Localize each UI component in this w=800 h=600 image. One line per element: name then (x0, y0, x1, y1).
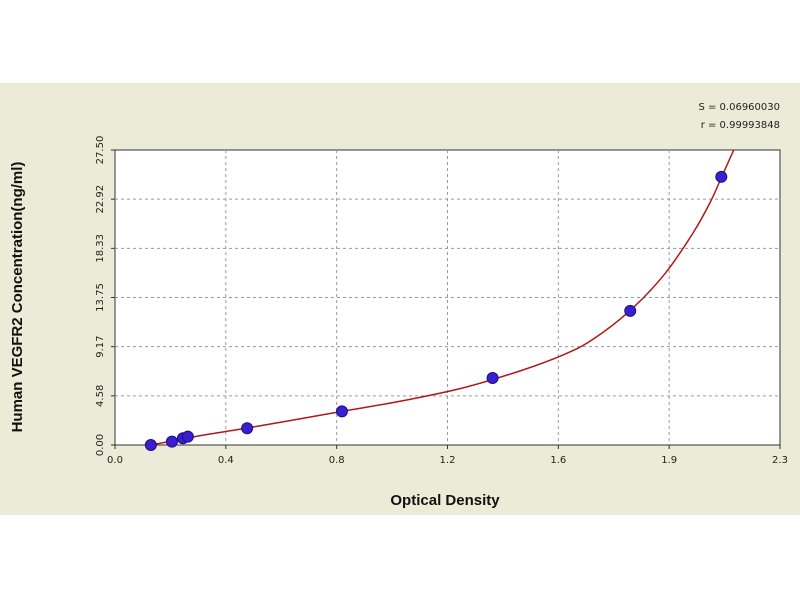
x-tick-label: 1.6 (550, 455, 566, 466)
y-tick-label: 13.75 (95, 283, 106, 312)
y-tick-label: 4.58 (95, 385, 106, 407)
data-point (335, 405, 348, 418)
x-tick-label: 1.9 (661, 455, 677, 466)
data-point (181, 430, 194, 443)
stat-r-value: r = 0.99993848 (701, 120, 780, 131)
x-tick-label: 1.2 (440, 455, 456, 466)
data-point (486, 371, 499, 384)
y-tick-label: 22.92 (95, 185, 106, 214)
x-axis-ticks: 0.0 0.4 0.8 1.2 1.6 1.9 2.3 (107, 445, 788, 466)
y-tick-label: 0.00 (95, 434, 106, 456)
data-point (241, 422, 254, 435)
stat-s-value: S = 0.06960030 (698, 102, 780, 113)
data-point (165, 435, 178, 448)
data-point (715, 170, 728, 183)
y-tick-label: 27.50 (95, 136, 106, 165)
x-tick-label: 0.4 (218, 455, 234, 466)
x-tick-label: 0.8 (329, 455, 345, 466)
x-axis-title: Optical Density (390, 492, 500, 509)
x-tick-label: 0.0 (107, 455, 123, 466)
y-axis-ticks: 0.00 4.58 9.17 13.75 18.33 22.92 27.50 (95, 136, 115, 456)
chart-panel: 0.00 4.58 9.17 13.75 18.33 22.92 27.50 0.0 0.4 0… (0, 83, 800, 515)
y-axis-title: Human VEGFR2 Concentration(ng/ml) (9, 162, 26, 433)
data-point (624, 304, 637, 317)
y-tick-label: 18.33 (95, 234, 106, 263)
fit-curve (150, 149, 735, 446)
data-points (144, 170, 728, 451)
data-point (144, 439, 157, 451)
y-tick-label: 9.17 (95, 336, 106, 358)
x-tick-label: 2.3 (772, 455, 788, 466)
